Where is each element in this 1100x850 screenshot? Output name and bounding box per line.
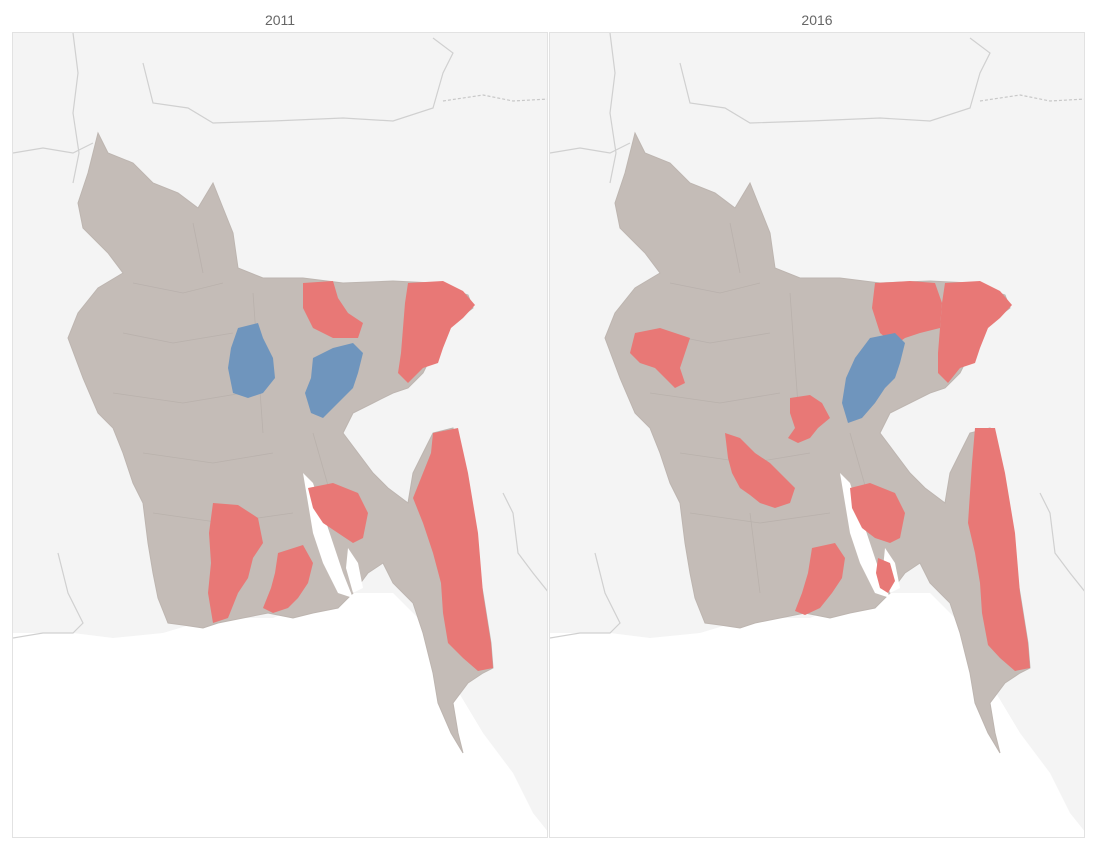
map-2011 [13,33,547,837]
region-manikganj-high[interactable] [788,395,830,443]
neighbor-border [679,37,991,124]
neighbor-border [979,94,1084,102]
region-dhaka-gazipur-low[interactable] [842,333,905,423]
region-chittagong-hill-tracts-high[interactable] [413,428,493,671]
region-netrokona-high[interactable] [303,281,363,338]
panel-title-2016: 2016 [801,12,833,28]
region-sunamganj-high[interactable] [938,281,1012,383]
neighbor-border [13,142,94,154]
region-barisal-high[interactable] [308,483,368,543]
neighbor-border [13,552,84,639]
region-sunamganj-high[interactable] [398,281,475,383]
bay-of-bengal [13,593,547,837]
river-delta [346,548,363,593]
region-tangail-low[interactable] [228,323,275,398]
map-panel-2016[interactable] [549,32,1085,838]
region-patuakhali-high[interactable] [263,545,313,613]
neighbor-border [609,33,617,184]
region-barisal-high[interactable] [850,483,905,543]
neighbor-border [550,552,621,639]
region-satkhira-high[interactable] [208,503,263,623]
neighbor-border [72,33,80,184]
panel-title-2011: 2011 [264,12,296,28]
region-dhaka-gazipur-low[interactable] [305,343,363,418]
bay-of-bengal [550,593,1084,837]
map-panel-2011[interactable] [12,32,548,838]
neighbor-border [142,37,454,124]
region-coastal-island-high[interactable] [876,558,895,593]
region-kushtia-jhenaidah-high[interactable] [725,433,795,508]
region-sylhet-high[interactable] [872,281,942,345]
neighbor-border [502,492,547,592]
region-bandarban-cox-high[interactable] [968,428,1030,671]
map-2016 [550,33,1084,837]
region-bagerhat-barguna-high[interactable] [795,543,845,615]
neighbor-border [442,94,547,102]
neighbor-border [550,142,631,154]
bangladesh-land [67,131,494,754]
neighbor-border [1039,492,1084,592]
region-chapainawabganj-high[interactable] [630,328,690,388]
